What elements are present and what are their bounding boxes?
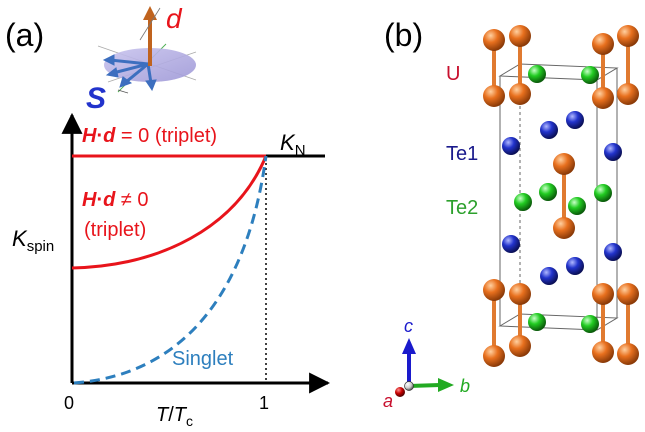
axes-origin — [404, 381, 414, 391]
b-axis-label: b — [460, 376, 470, 396]
atom-te1-2 — [540, 121, 558, 139]
atom-u-21 — [509, 83, 531, 105]
atom-te1-5 — [604, 143, 622, 161]
atom-te2-14 — [528, 313, 546, 331]
atom-u-28 — [592, 283, 614, 305]
curve-triplet-nonzero-label-line2: (triplet) — [84, 219, 146, 241]
curve-triplet-nonzero — [71, 155, 268, 270]
panel-a: (a) d — [5, 3, 331, 429]
b-axis-arrow — [408, 383, 441, 388]
panel-b-label: (b) — [384, 17, 423, 53]
d-vector-arrow — [139, 6, 161, 66]
atom-te1-3 — [566, 111, 584, 129]
atom-label-te2: Te2 — [446, 197, 478, 219]
atom-te1-11 — [604, 243, 622, 261]
atom-u-25 — [553, 217, 575, 239]
panel-a-label: (a) — [5, 17, 44, 53]
atom-u-23 — [617, 83, 639, 105]
a-axis-label: a — [383, 391, 393, 411]
c-axis-label: c — [404, 316, 413, 336]
atom-u-22 — [592, 87, 614, 109]
atom-label-u: U — [446, 63, 460, 85]
spin-vector-icon: d S — [86, 3, 197, 115]
b-axis-arrowhead — [438, 378, 454, 392]
atom-te2-9 — [568, 197, 586, 215]
atom-u-27 — [509, 283, 531, 305]
crystal-axes-triad: c b a — [383, 316, 470, 411]
s-vector-arrows — [102, 54, 157, 92]
d-vector-label: d — [166, 3, 183, 34]
atom-te2-0 — [528, 65, 546, 83]
crystal-atoms — [483, 25, 639, 367]
atom-u-18 — [592, 33, 614, 55]
panel-b: (b) U Te1 Te2 c b a — [383, 17, 639, 411]
atom-te2-7 — [514, 193, 532, 211]
a-axis-marker — [395, 387, 405, 397]
atom-te2-1 — [581, 66, 599, 84]
atom-te2-8 — [594, 184, 612, 202]
atom-u-24 — [553, 153, 575, 175]
atom-u-19 — [617, 25, 639, 47]
atom-u-16 — [483, 29, 505, 51]
atom-u-32 — [592, 341, 614, 363]
atom-u-17 — [509, 25, 531, 47]
s-vector-label: S — [86, 82, 106, 115]
atom-te1-13 — [566, 257, 584, 275]
atom-te1-10 — [502, 235, 520, 253]
atom-te1-12 — [540, 267, 558, 285]
x-tick-0: 0 — [64, 393, 74, 413]
x-axis-label: T/Tc — [156, 404, 193, 429]
kn-label: KN — [280, 130, 306, 159]
c-axis-arrowhead — [402, 338, 416, 354]
atom-u-33 — [617, 343, 639, 365]
atom-u-26 — [483, 279, 505, 301]
curve-triplet-nonzero-label: H·d ≠ 0 — [82, 189, 149, 211]
atom-te2-6 — [539, 183, 557, 201]
atom-label-te1: Te1 — [446, 143, 478, 165]
atom-u-31 — [509, 335, 531, 357]
curve-singlet-label: Singlet — [172, 348, 234, 370]
plot-axes — [61, 112, 331, 394]
atom-te1-4 — [502, 137, 520, 155]
atom-u-29 — [617, 283, 639, 305]
atom-u-20 — [483, 85, 505, 107]
curve-singlet — [73, 155, 268, 385]
x-tick-1: 1 — [259, 393, 269, 413]
atom-te2-15 — [581, 315, 599, 333]
y-axis-label: Kspin — [12, 226, 54, 255]
curve-triplet-zero-label: H·d = 0 (triplet) — [82, 125, 217, 147]
atom-u-30 — [483, 345, 505, 367]
